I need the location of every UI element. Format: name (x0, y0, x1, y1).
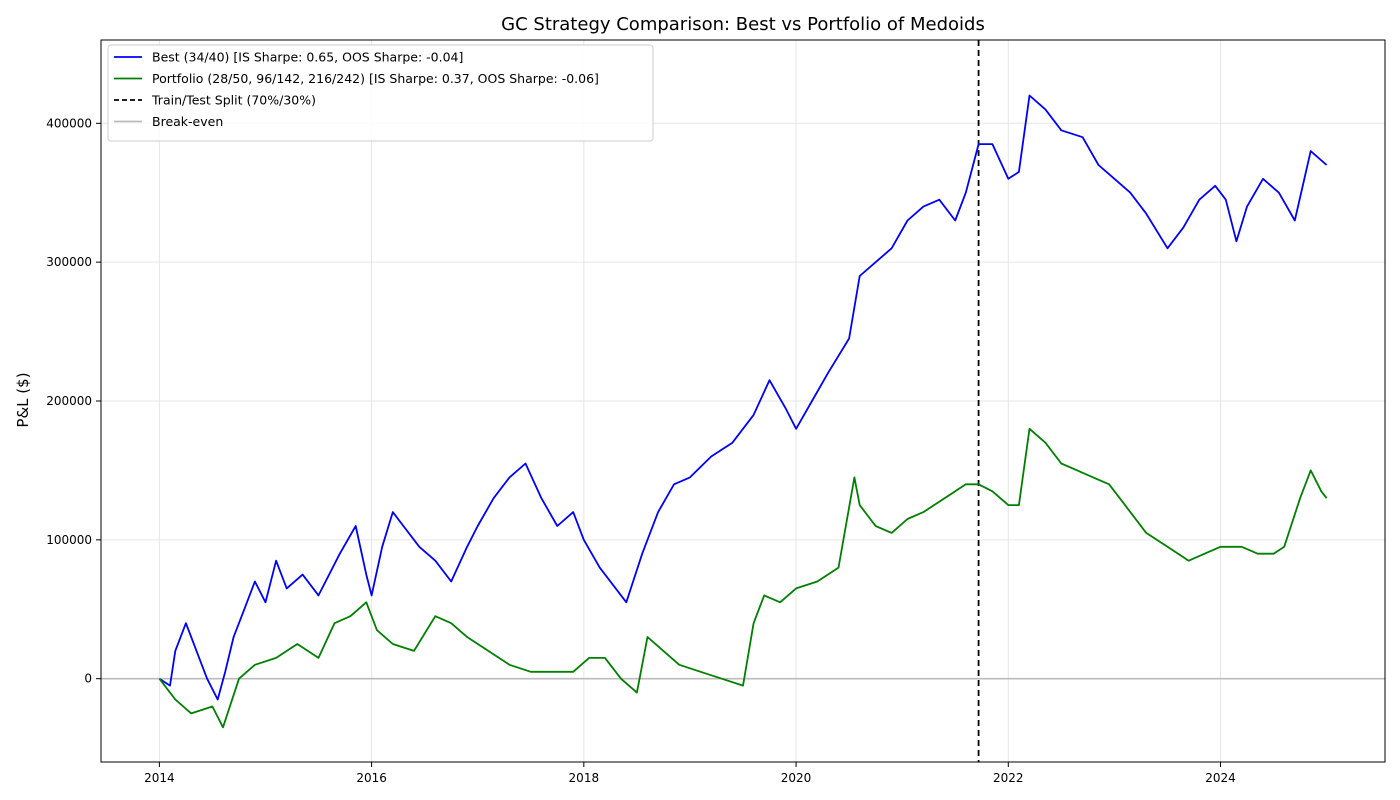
series-lines (158, 94, 1328, 729)
grid (101, 40, 1385, 762)
legend-label: Best (34/40) [IS Sharpe: 0.65, OOS Sharp… (152, 50, 463, 65)
reference-lines (101, 40, 1385, 762)
y-axis: 0 100000 200000 300000 400000 (46, 116, 101, 686)
best-series-line (158, 94, 1328, 701)
legend-label: Break-even (152, 114, 223, 129)
x-tick-label: 2020 (781, 771, 812, 785)
y-axis-label: P&L ($) (14, 372, 32, 427)
y-tick-label: 0 (84, 672, 92, 686)
legend-label: Portfolio (28/50, 96/142, 216/242) [IS S… (152, 71, 599, 86)
y-tick-label: 400000 (46, 116, 92, 130)
x-axis: 2014 2016 2018 2020 2022 2024 (144, 762, 1236, 785)
legend-label: Train/Test Split (70%/30%) (151, 93, 316, 108)
x-tick-label: 2022 (993, 771, 1024, 785)
legend-box (107, 44, 654, 142)
x-tick-label: 2016 (356, 771, 387, 785)
x-tick-label: 2014 (144, 771, 175, 785)
legend: Best (34/40) [IS Sharpe: 0.65, OOS Sharp… (107, 44, 654, 142)
chart-title: GC Strategy Comparison: Best vs Portfoli… (501, 14, 985, 35)
portfolio-series-line (158, 427, 1328, 729)
y-tick-label: 100000 (46, 533, 92, 547)
x-tick-label: 2024 (1205, 771, 1236, 785)
y-tick-label: 300000 (46, 255, 92, 269)
y-tick-label: 200000 (46, 394, 92, 408)
x-tick-label: 2018 (569, 771, 600, 785)
